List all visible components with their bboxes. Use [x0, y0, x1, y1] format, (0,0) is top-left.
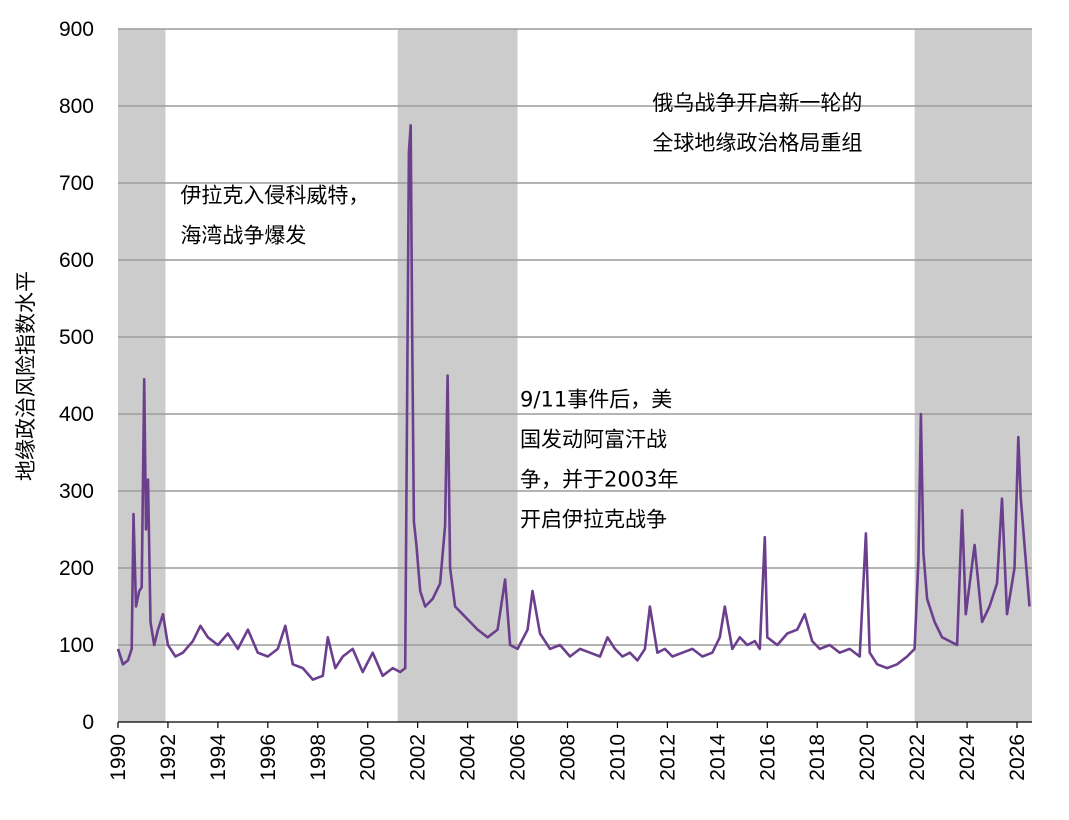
x-tick-label-2010: 2010	[606, 734, 629, 781]
shaded-periods	[118, 29, 1032, 722]
x-axis-ticks: 1990 1992 1994 1996 1998 2000 2002 2004 2006 2008…	[107, 722, 1029, 781]
shaded-period-1	[118, 29, 166, 722]
x-tick-label-2022: 2022	[906, 734, 929, 781]
y-tick-label-800: 800	[59, 95, 94, 118]
x-tick-label-1996: 1996	[257, 734, 280, 781]
y-tick-label-600: 600	[59, 249, 94, 272]
x-tick-label-1990: 1990	[107, 734, 130, 781]
y-tick-label-400: 400	[59, 403, 94, 426]
x-tick-label-2016: 2016	[756, 734, 779, 781]
x-tick-label-1998: 1998	[307, 734, 330, 781]
y-tick-label-900: 900	[59, 18, 94, 41]
x-tick-label-2012: 2012	[656, 734, 679, 781]
y-tick-label-500: 500	[59, 326, 94, 349]
shaded-period-3	[914, 29, 1032, 722]
y-tick-label-100: 100	[59, 634, 94, 657]
shaded-period-2	[397, 29, 518, 722]
annotation-2-line-1: 9/11事件后，美	[520, 387, 672, 411]
annotation-2-line-2: 国发动阿富汗战	[520, 427, 667, 451]
y-tick-label-700: 700	[59, 172, 94, 195]
x-tick-label-2008: 2008	[557, 734, 580, 781]
series-line-1	[116, 124, 1031, 681]
x-tick-label-1992: 1992	[157, 734, 180, 781]
annotation-3-line-1: 俄乌战争开启新一轮的	[652, 91, 862, 115]
annotation-3-line-2: 全球地缘政治格局重组	[652, 131, 862, 155]
x-tick-label-2024: 2024	[956, 734, 979, 781]
annotation-2-line-3: 争，并于2003年	[520, 467, 678, 491]
y-tick-label-200: 200	[59, 557, 94, 580]
x-tick-label-2026: 2026	[1006, 734, 1029, 781]
x-tick-label-1994: 1994	[207, 734, 230, 781]
y-axis-ticks: 0 100 200 300 400 500 600 700 800 900	[59, 18, 94, 734]
x-tick-label-2006: 2006	[507, 734, 530, 781]
y-tick-label-0: 0	[82, 711, 94, 734]
x-tick-label-2014: 2014	[706, 734, 729, 781]
series-group	[116, 124, 1031, 681]
annotations: 伊拉克入侵科威特， 海湾战争爆发 9/11事件后，美国发动阿富汗战争，并于2003年…	[180, 91, 862, 531]
x-tick-label-2020: 2020	[856, 734, 879, 781]
annotation-2-line-4: 开启伊拉克战争	[520, 507, 667, 531]
x-tick-label-2002: 2002	[407, 734, 430, 781]
x-tick-label-2000: 2000	[357, 734, 380, 781]
x-tick-label-2004: 2004	[457, 734, 480, 781]
x-tick-label-2018: 2018	[806, 734, 829, 781]
gridlines	[118, 28, 1032, 646]
y-axis-label: 地缘政治风险指数水平	[14, 271, 38, 481]
annotation-1-line-2: 海湾战争爆发	[180, 223, 306, 247]
y-tick-label-300: 300	[59, 480, 94, 503]
annotation-1-line-1: 伊拉克入侵科威特，	[180, 183, 369, 207]
